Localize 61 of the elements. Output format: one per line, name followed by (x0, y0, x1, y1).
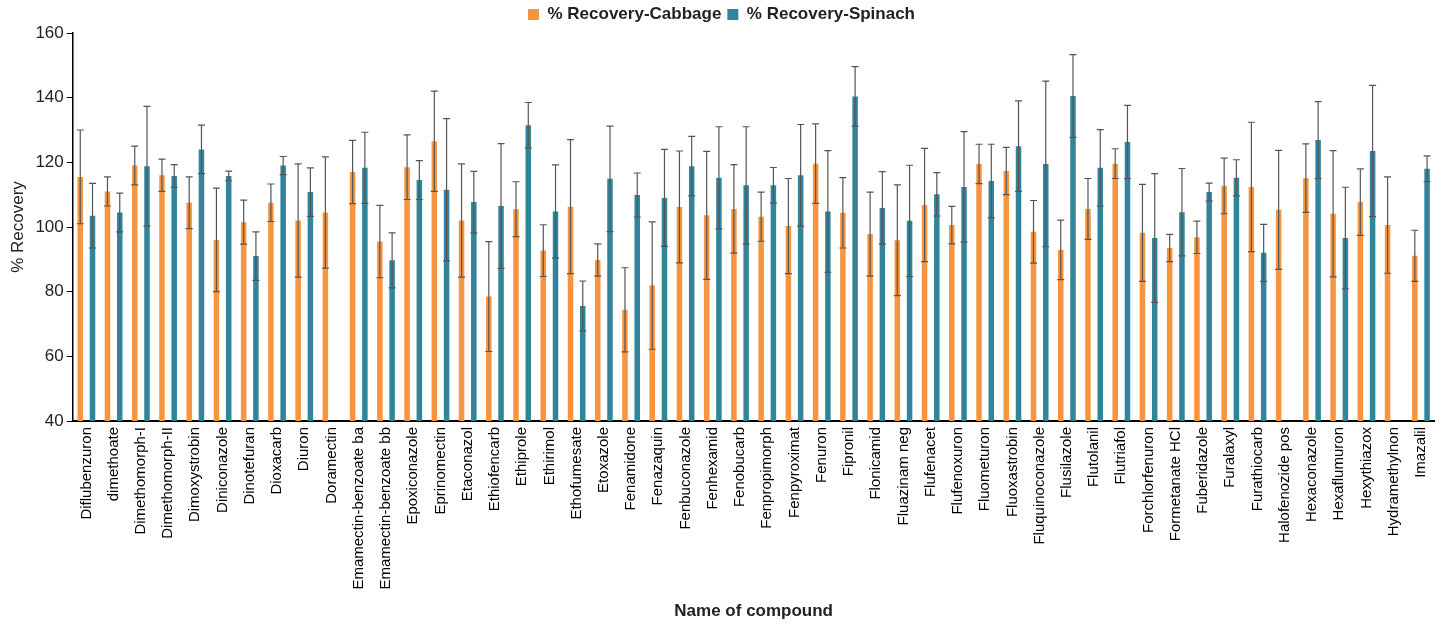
x-tick-label: Fenhexamid (702, 427, 720, 510)
x-tick-label: Emamectin-benzoate ba (348, 426, 366, 590)
x-tick-label: Fenobucarb (730, 427, 748, 508)
x-tick-label: Dimethomorph-II (158, 427, 176, 539)
x-tick-label: Formetanate HCl (1165, 427, 1183, 542)
x-tick-label: dimethoate (103, 427, 121, 502)
x-tick-label: Doramectin (321, 427, 339, 504)
x-tick-label: Fipronil (839, 427, 857, 477)
x-tick-label: Eprinomectin (430, 427, 448, 515)
x-tick-label: Flutolanil (1084, 427, 1102, 488)
x-tick-label: Dimoxystrobin (185, 427, 203, 523)
x-tick-label: Furathiocarb (1247, 427, 1265, 512)
x-tick-label: Halofenozide pos (1274, 427, 1292, 543)
x-tick-label: Ethiofencarb (485, 427, 503, 512)
x-tick-label: Imazalil (1411, 427, 1429, 478)
x-tick-label: Flufenoxuron (948, 427, 966, 515)
x-tick-label: Hexaflumuron (1329, 427, 1347, 521)
y-tick-label: 140 (35, 87, 64, 107)
x-tick-label: Flusilazole (1057, 427, 1075, 498)
x-tick-label: Flonicamid (866, 427, 884, 500)
legend-label: % Recovery-Cabbage (547, 4, 722, 24)
x-tick-label: Fuberidazole (1193, 427, 1211, 514)
x-tick-label: Ethirimol (539, 427, 557, 486)
x-tick-label: Fluquinoconazole (1029, 427, 1047, 545)
x-tick-label: Dioxacarb (267, 427, 285, 495)
x-tick-label: Fenazaquin (648, 427, 666, 506)
y-axis-title: % Recovery (7, 180, 27, 273)
y-tick-label: 80 (44, 281, 64, 301)
x-tick-label: Fenpropimorph (757, 427, 775, 529)
y-tick-label: 60 (44, 346, 64, 366)
y-tick-label: 120 (35, 152, 64, 172)
x-tick-label: Epoxiconazole (403, 427, 421, 525)
x-tick-label: Hydramethylnon (1383, 427, 1401, 537)
x-tick-label: Flufenacet (920, 426, 938, 498)
x-tick-label: Forchlorfenuron (1138, 427, 1156, 533)
x-tick-label: Fluoxastrobin (1002, 427, 1020, 518)
x-tick-label: Diflubenzuron (76, 427, 94, 520)
x-tick-label: Hexythiazox (1356, 426, 1374, 509)
x-tick-label: Etaconazol (457, 427, 475, 502)
x-tick-label: Fenpyroximat (784, 426, 802, 518)
x-tick-label: Ethiprole (512, 427, 530, 487)
x-tick-label: Fenuron (811, 427, 829, 483)
x-tick-label: Fluometuron (975, 427, 993, 512)
x-tick-label: Furalaxyl (1220, 427, 1238, 488)
x-tick-label: Diuron (294, 427, 312, 472)
y-tick-label: 100 (35, 216, 64, 236)
x-tick-label: Ethofumesate (566, 427, 584, 520)
x-tick-label: Fluazinam neg (893, 427, 911, 526)
x-tick-label: Etoxazole (594, 427, 611, 493)
legend-label: % Recovery-Spinach (746, 4, 916, 24)
x-tick-label: Hexaconazole (1302, 427, 1320, 523)
x-tick-label: Flutriafol (1111, 427, 1129, 485)
x-tick-label: Diniconazole (212, 427, 230, 513)
x-tick-label: Emamectin-benzoate bb (376, 427, 394, 590)
x-tick-label: Fenamidone (621, 427, 639, 511)
x-tick-label: Fenbuconazole (675, 427, 693, 530)
y-tick-label: 40 (44, 410, 64, 430)
y-tick-label: 160 (35, 22, 64, 42)
x-axis-title: Name of compound (674, 601, 833, 621)
x-tick-label: Dinotefuran (239, 427, 257, 505)
x-tick-label: Dimethomorph-I (130, 427, 148, 535)
